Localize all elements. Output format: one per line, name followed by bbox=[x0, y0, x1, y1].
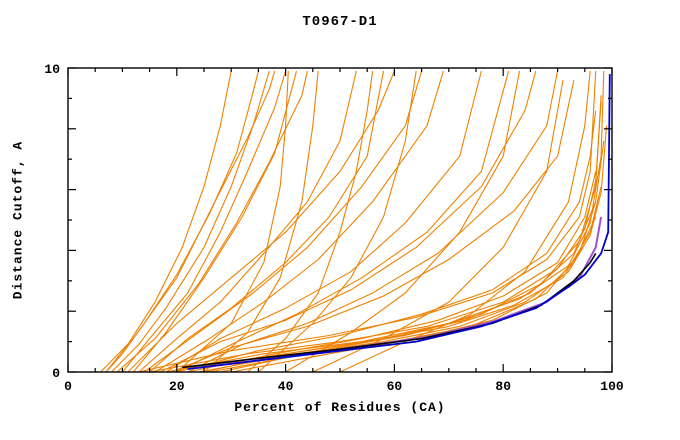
curve-model bbox=[127, 70, 395, 372]
curve-model bbox=[176, 70, 510, 372]
curve-model bbox=[171, 80, 575, 372]
curve-model bbox=[154, 70, 444, 372]
curve-model bbox=[149, 101, 602, 372]
curve-model bbox=[100, 70, 276, 372]
curve-model bbox=[160, 70, 537, 372]
x-tick-label: 20 bbox=[169, 379, 185, 394]
curve-model bbox=[339, 70, 591, 372]
curve-model bbox=[203, 186, 602, 372]
x-axis-label: Percent of Residues (CA) bbox=[234, 400, 446, 415]
y-tick-label: 10 bbox=[44, 62, 60, 77]
curve-model bbox=[165, 70, 605, 372]
curve-model bbox=[176, 70, 289, 372]
curve-model bbox=[258, 70, 417, 372]
curve-model bbox=[143, 70, 423, 372]
x-tick-label: 40 bbox=[278, 379, 294, 394]
curve-model bbox=[138, 70, 597, 372]
chart-title: T0967-D1 bbox=[302, 14, 378, 30]
curve-model bbox=[182, 201, 597, 370]
curve-model bbox=[203, 70, 319, 372]
curve-model bbox=[165, 70, 482, 372]
curve-model bbox=[105, 70, 259, 372]
x-tick-label: 80 bbox=[495, 379, 511, 394]
plot-frame bbox=[67, 67, 613, 373]
x-tick-label: 0 bbox=[64, 379, 72, 394]
curve-highlight-black bbox=[182, 252, 597, 369]
curve-model bbox=[285, 70, 521, 372]
curve-model bbox=[116, 70, 308, 372]
curve-model bbox=[121, 70, 287, 372]
curve-model bbox=[176, 110, 597, 372]
curve-model bbox=[105, 70, 232, 372]
curve-model bbox=[187, 171, 597, 372]
curve-model bbox=[247, 70, 374, 372]
curve-highlight-blue bbox=[187, 74, 611, 370]
curve-layer bbox=[100, 70, 611, 372]
x-tick-label: 100 bbox=[600, 379, 624, 394]
y-tick-label: 0 bbox=[52, 366, 60, 381]
curve-model bbox=[132, 70, 298, 372]
curve-model bbox=[231, 140, 605, 372]
curve-model bbox=[149, 70, 385, 372]
curve-model bbox=[220, 95, 602, 372]
curve-model bbox=[138, 70, 357, 372]
x-tick-label: 60 bbox=[387, 379, 403, 394]
